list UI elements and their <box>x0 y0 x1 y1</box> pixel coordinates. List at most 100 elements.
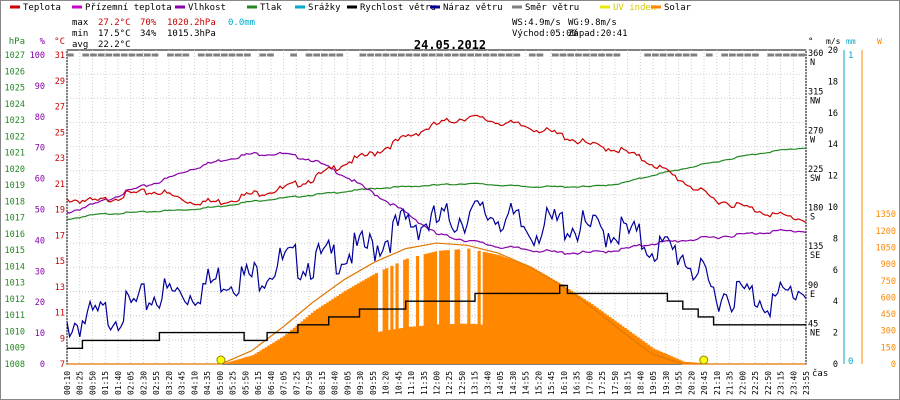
solar-bar <box>274 340 279 364</box>
axis-w-label: W <box>877 37 882 46</box>
solar-bar <box>526 265 530 364</box>
axis-mm-label: mm <box>846 37 856 46</box>
solar-bar <box>328 300 332 364</box>
solar-bar <box>598 309 602 364</box>
solar-bar <box>382 269 386 364</box>
legend-label-5: Rychlost větru <box>360 3 436 13</box>
stats-min-temp: 17.5°C <box>98 29 131 39</box>
wind-dir-mark <box>705 53 713 57</box>
wind-dir-mark <box>151 53 159 57</box>
wind-dir-mark <box>428 53 436 57</box>
stats-max-hum: 70% <box>140 18 157 28</box>
wind-dir-mark <box>236 53 244 57</box>
time-tick-15: 06:15 <box>254 371 263 395</box>
solar-bar <box>272 342 276 364</box>
solar-bar <box>472 324 476 364</box>
solar-bar <box>505 258 509 364</box>
wind-dir-mark <box>398 53 405 57</box>
time-tick-label: 09:30 <box>356 371 365 395</box>
stats-max-temp: 27.2°C <box>98 18 131 28</box>
time-tick-53: 22:00 <box>738 371 747 395</box>
solar-bar <box>359 281 363 364</box>
time-tick-47: 19:30 <box>662 371 671 395</box>
axis-ms-tick-10: 0 <box>833 360 838 370</box>
axis-hpa-tick-5: 1022 <box>5 132 25 142</box>
solar-bar <box>457 249 461 364</box>
wind-dir-mark <box>305 53 313 57</box>
wind-dir-mark <box>482 53 490 57</box>
solar-bar <box>287 332 291 364</box>
solar-bar <box>518 262 522 364</box>
time-tick-label: 00:25 <box>76 371 85 395</box>
wind-dir-mark <box>128 53 136 57</box>
wind-dir-mark <box>436 53 444 57</box>
time-tick-5: 02:05 <box>127 371 136 395</box>
wind-dir-mark <box>359 53 367 57</box>
axis-temp-tick-10: 11 <box>55 309 65 319</box>
axis-hpa-tick-11: 1016 <box>5 230 25 240</box>
solar-bar <box>405 258 409 364</box>
solar-bar <box>313 310 317 364</box>
wind-dir-mark <box>451 53 459 57</box>
solar-bar <box>610 318 615 364</box>
axis-temp-tick-5: 21 <box>55 180 65 190</box>
wind-dir-mark <box>775 53 782 57</box>
solar-bar <box>354 284 358 364</box>
solar-bar <box>575 294 579 364</box>
wind-dir-mark <box>682 53 690 57</box>
solar-bar <box>333 297 338 364</box>
solar-bar <box>510 259 515 364</box>
wind-dir-mark <box>97 53 105 57</box>
axis-hpa-tick-3: 1024 <box>5 100 25 110</box>
solar-bar <box>462 323 466 364</box>
time-tick-33: 13:40 <box>483 371 492 395</box>
time-tick-label: 05:00 <box>216 371 225 395</box>
axis-hpa-tick-10: 1017 <box>5 214 25 224</box>
axis-dir-tick-0: 360 <box>808 49 823 59</box>
wind-dir-mark <box>120 53 128 57</box>
solar-bar <box>528 266 533 364</box>
solar-bar <box>634 335 638 364</box>
wind-dir-mark <box>405 53 413 57</box>
wind-dir-mark <box>167 53 174 57</box>
solar-bar <box>587 302 592 364</box>
solar-bar <box>580 297 584 364</box>
wind-dir-mark <box>567 53 575 57</box>
wind-dir-mark <box>729 53 736 57</box>
solar-bar <box>531 267 535 364</box>
solar-bar <box>372 274 376 364</box>
solar-bar <box>500 256 504 364</box>
time-tick-58: 23:55 <box>802 371 811 395</box>
solar-bar <box>459 323 463 364</box>
axis-pct-tick-9: 10 <box>35 329 45 339</box>
time-tick-label: 09:05 <box>343 371 352 395</box>
stats-max-label: max <box>72 18 89 28</box>
time-tick-46: 19:05 <box>649 371 658 395</box>
wind-dir-mark <box>228 53 236 57</box>
time-tick-49: 20:20 <box>687 371 696 395</box>
axis-hpa-tick-19: 1008 <box>5 360 25 370</box>
wind-dir-mark <box>667 53 675 57</box>
solar-bar <box>380 331 384 364</box>
time-tick-6: 02:30 <box>139 371 148 395</box>
time-tick-label: 15:20 <box>534 371 543 395</box>
temperature-line <box>66 114 807 224</box>
wind-dir-mark <box>182 53 190 57</box>
solar-bar <box>398 328 402 364</box>
wind-dir-mark <box>374 53 382 57</box>
time-tick-label: 08:15 <box>318 371 327 395</box>
solar-bar <box>657 350 661 364</box>
legend-label-1: Přízemní teplota <box>85 3 172 13</box>
solar-bar <box>480 324 484 364</box>
solar-bar <box>677 359 681 364</box>
solar-bar <box>641 341 645 364</box>
time-tick-7: 02:55 <box>152 371 161 395</box>
time-tick-label: 21:35 <box>726 371 735 395</box>
solar-bar <box>423 254 427 364</box>
solar-bar <box>659 351 663 364</box>
axis-dir-label: ° <box>808 37 813 47</box>
time-tick-40: 16:35 <box>573 371 582 395</box>
solar-bar <box>290 329 294 364</box>
solar-bar <box>246 356 250 364</box>
solar-bar <box>621 326 625 364</box>
